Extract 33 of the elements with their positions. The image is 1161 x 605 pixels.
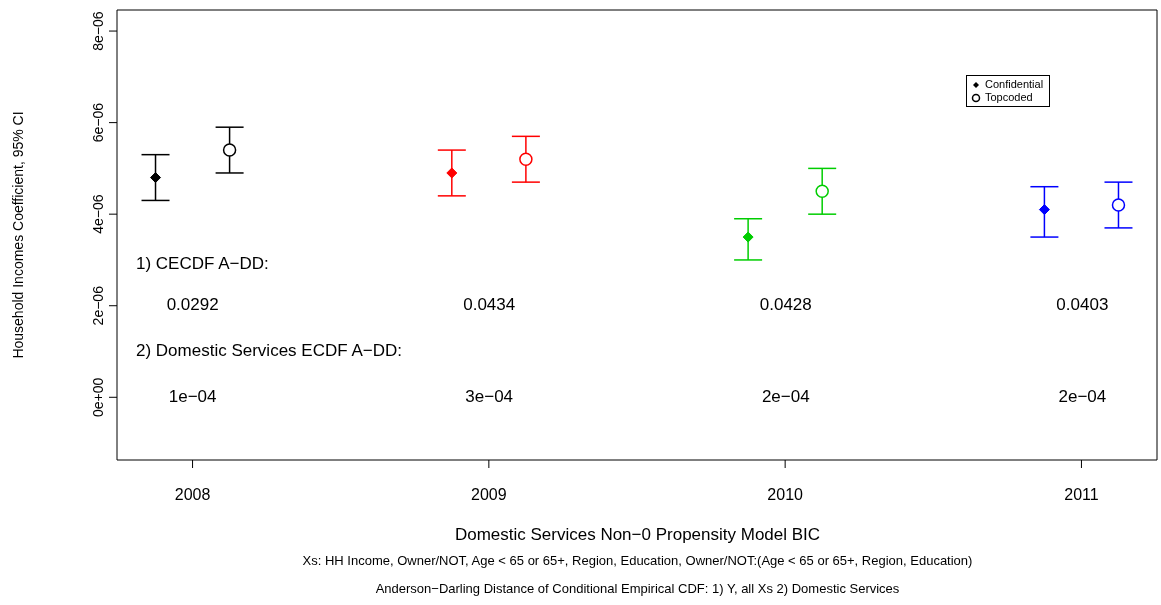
- y-tick-label: 0e+00: [90, 377, 106, 417]
- x-tick-label: 2010: [767, 486, 804, 503]
- x-tick-label: 2008: [174, 486, 211, 503]
- point: [1111, 198, 1126, 212]
- y-tick-label: 4e−06: [90, 194, 106, 234]
- point: [222, 143, 237, 157]
- x-tick-label: 2011: [1064, 486, 1099, 503]
- annotation: 2) Domestic Services ECDF A−DD:: [136, 341, 402, 362]
- annotation: 0.0428: [758, 295, 813, 316]
- y-axis-title: Household Incomes Coefficient, 95% CI: [10, 110, 26, 359]
- x-axis-title: Domestic Services Non−0 Propensity Model BIC: [453, 525, 822, 545]
- point: [446, 167, 458, 179]
- annotation: 0.0403: [1055, 295, 1110, 316]
- annotation: 0.0292: [165, 295, 220, 316]
- annotation: 2e−04: [1057, 387, 1108, 408]
- y-tick-label: 8e−06: [90, 11, 106, 51]
- point: [150, 172, 162, 184]
- annotation: 2e−04: [760, 387, 811, 408]
- annotation: 1e−04: [167, 387, 218, 408]
- point: [742, 231, 754, 243]
- text: Xs: HH Income, Owner/NOT, Age < 65 or 65+, Region, Education, Owner/NOT:(Age < 65 or 65+, Region, Education): [301, 553, 974, 568]
- annotation: 1) CECDF A−DD:: [136, 254, 269, 275]
- point: [1038, 204, 1050, 216]
- point: [519, 152, 533, 166]
- point: [815, 184, 829, 199]
- text: Anderson−Darling Distance of Conditional Empirical CDF: 1) Y, all Xs 2) Domestic Services: [374, 581, 901, 596]
- annotation: 3e−04: [464, 387, 515, 408]
- annotation: 0.0434: [462, 295, 517, 316]
- y-tick-label: 2e−06: [90, 285, 106, 326]
- y-tick-label: 6e−06: [90, 102, 106, 143]
- x-tick-label: 2009: [471, 486, 507, 503]
- legend-label: Confidential: [985, 78, 1044, 91]
- legend-label: Topcoded: [985, 91, 1033, 104]
